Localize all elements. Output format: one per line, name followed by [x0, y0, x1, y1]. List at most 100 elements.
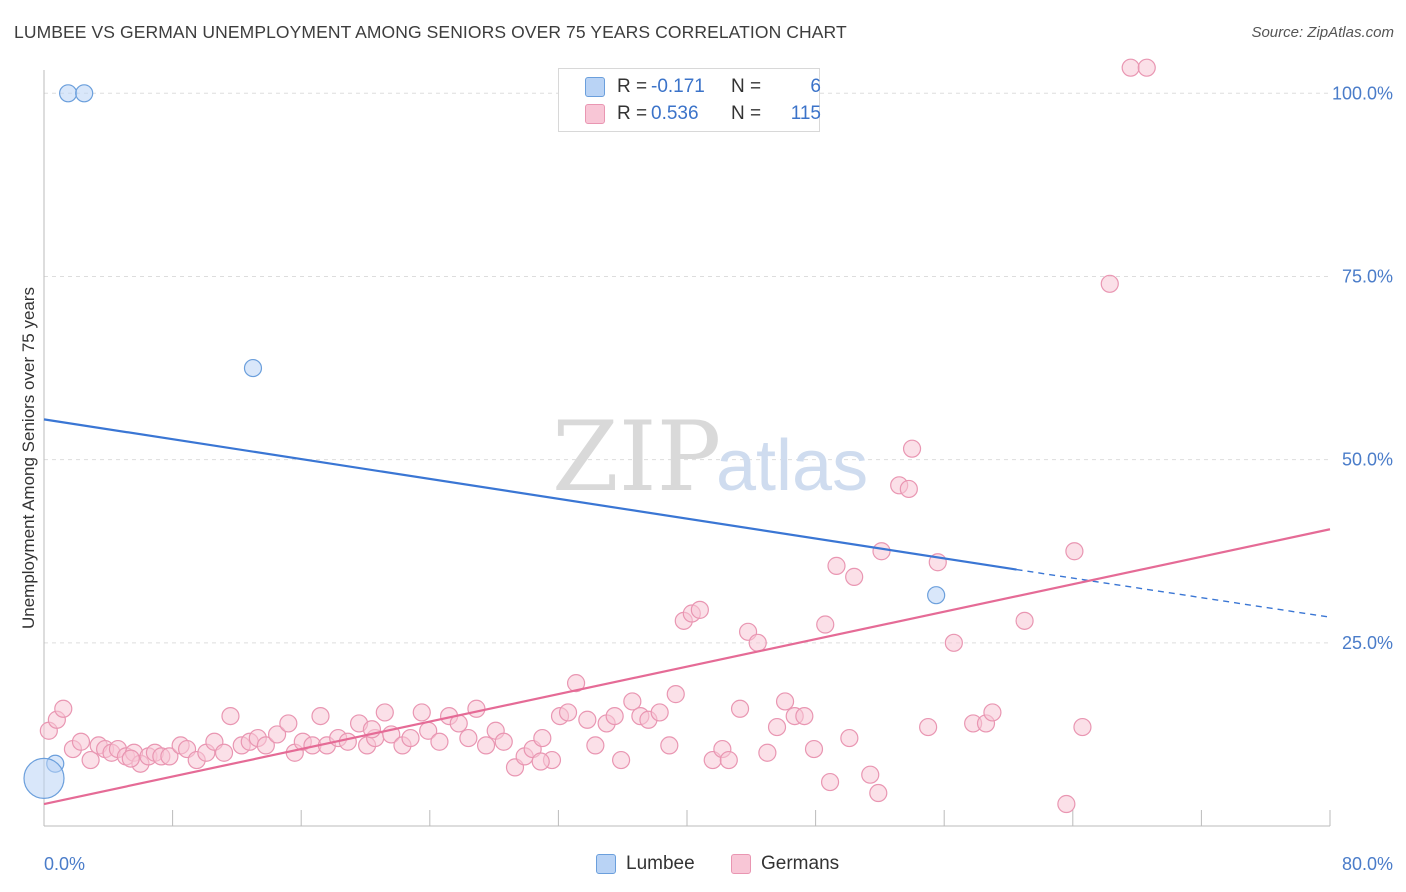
point-germans: [494, 732, 513, 751]
point-germans: [869, 783, 888, 803]
legend-n-value: 115: [790, 103, 821, 124]
point-germans: [902, 439, 922, 458]
point-germans: [531, 752, 550, 771]
point-germans: [861, 765, 880, 784]
legend-r-value: -0.171: [651, 76, 705, 97]
point-germans: [586, 736, 605, 755]
point-germans: [775, 692, 795, 711]
point-germans: [558, 703, 578, 722]
legend-n-value: 6: [810, 76, 821, 97]
legend-r-label: R =: [617, 76, 648, 97]
watermark-atlas: atlas: [716, 426, 868, 506]
point-germans: [827, 556, 846, 575]
y-tick-label: 100.0%: [1332, 83, 1393, 103]
point-germans: [533, 728, 552, 748]
point-germans: [795, 706, 814, 726]
point-germans: [666, 685, 685, 704]
legend-n-label: N =: [731, 103, 762, 124]
point-lumbee: [59, 84, 78, 103]
chart-title: LUMBEE VS GERMAN UNEMPLOYMENT AMONG SENI…: [14, 22, 847, 42]
point-germans: [256, 736, 275, 755]
point-germans: [459, 728, 478, 748]
point-germans: [221, 706, 240, 726]
point-germans: [758, 743, 777, 762]
source-label: Source: ZipAtlas.com: [1251, 24, 1394, 41]
bottom-legend-label-lumbee: Lumbee: [626, 853, 695, 874]
point-germans: [730, 699, 750, 718]
point-germans: [160, 747, 179, 766]
point-germans: [412, 703, 431, 722]
point-germans: [820, 772, 840, 792]
trend-lines: [43, 418, 1331, 806]
point-germans: [983, 703, 1002, 722]
point-germans: [623, 692, 642, 711]
point-germans: [467, 699, 486, 718]
point-germans: [1057, 794, 1076, 814]
point-germans: [611, 750, 631, 770]
point-germans: [1073, 717, 1092, 737]
trend-line-germans: [43, 528, 1331, 806]
legend-swatch-germans: [585, 104, 605, 124]
point-germans: [899, 479, 918, 499]
point-germans: [748, 633, 767, 652]
point-germans: [816, 615, 835, 634]
trend-line-lumbee: [43, 418, 1017, 571]
point-germans: [650, 703, 669, 722]
point-lumbee: [23, 757, 65, 799]
y-tick-label: 25.0%: [1342, 633, 1393, 653]
legend-r-value: 0.536: [651, 103, 699, 124]
x-tick-label: 0.0%: [44, 854, 85, 874]
tick-labels: 25.0% 50.0% 75.0% 100.0% 0.0% 80.0%: [44, 83, 1393, 874]
point-germans: [690, 600, 709, 619]
y-axis-title: Unemployment Among Seniors over 75 years: [19, 287, 38, 629]
point-germans: [1015, 611, 1034, 630]
legend-r-label: R =: [617, 103, 648, 124]
point-germans: [1137, 58, 1156, 77]
point-germans: [338, 732, 357, 751]
bottom-legend-label-germans: Germans: [761, 853, 840, 874]
point-germans: [845, 567, 864, 586]
point-germans: [214, 743, 234, 762]
point-germans: [121, 749, 140, 768]
point-germans: [566, 674, 586, 693]
point-lumbee: [243, 358, 263, 378]
point-germans: [605, 706, 624, 726]
point-germans: [1065, 542, 1084, 561]
bottom-legend-swatch-germans: [731, 854, 751, 874]
point-germans: [840, 728, 859, 748]
point-germans: [311, 706, 330, 726]
point-germans: [54, 699, 73, 718]
legend-n-label: N =: [731, 76, 762, 97]
bottom-legend: Lumbee Germans: [0, 852, 1406, 878]
y-tick-label: 50.0%: [1342, 450, 1393, 470]
point-germans: [919, 717, 938, 737]
point-germans: [279, 714, 298, 733]
point-germans: [660, 736, 679, 755]
y-tick-label: 75.0%: [1342, 266, 1393, 286]
point-germans: [430, 732, 449, 751]
point-germans: [476, 736, 496, 755]
watermark-zip: ZIP: [552, 401, 721, 513]
point-germans: [804, 739, 824, 759]
x-tick-label: 80.0%: [1342, 854, 1393, 874]
gridlines: [44, 92, 1330, 644]
legend: R = -0.171 N = 6 R = 0.536 N = 115: [558, 68, 821, 132]
trend-line-lumbee-dashed: [1016, 568, 1331, 618]
point-germans: [401, 728, 420, 748]
bottom-legend-swatch-lumbee: [596, 854, 616, 874]
legend-swatch-lumbee: [585, 77, 605, 97]
point-germans: [719, 750, 738, 770]
point-lumbee: [75, 84, 94, 103]
point-germans: [375, 703, 394, 722]
point-germans: [944, 633, 963, 652]
point-germans: [578, 710, 597, 729]
point-germans: [767, 717, 787, 737]
point-germans: [71, 732, 91, 751]
point-germans: [267, 725, 287, 744]
axes: [43, 70, 1331, 827]
point-germans: [1121, 58, 1140, 77]
point-lumbee: [927, 586, 946, 605]
point-germans: [81, 750, 100, 770]
point-germans: [872, 542, 891, 561]
